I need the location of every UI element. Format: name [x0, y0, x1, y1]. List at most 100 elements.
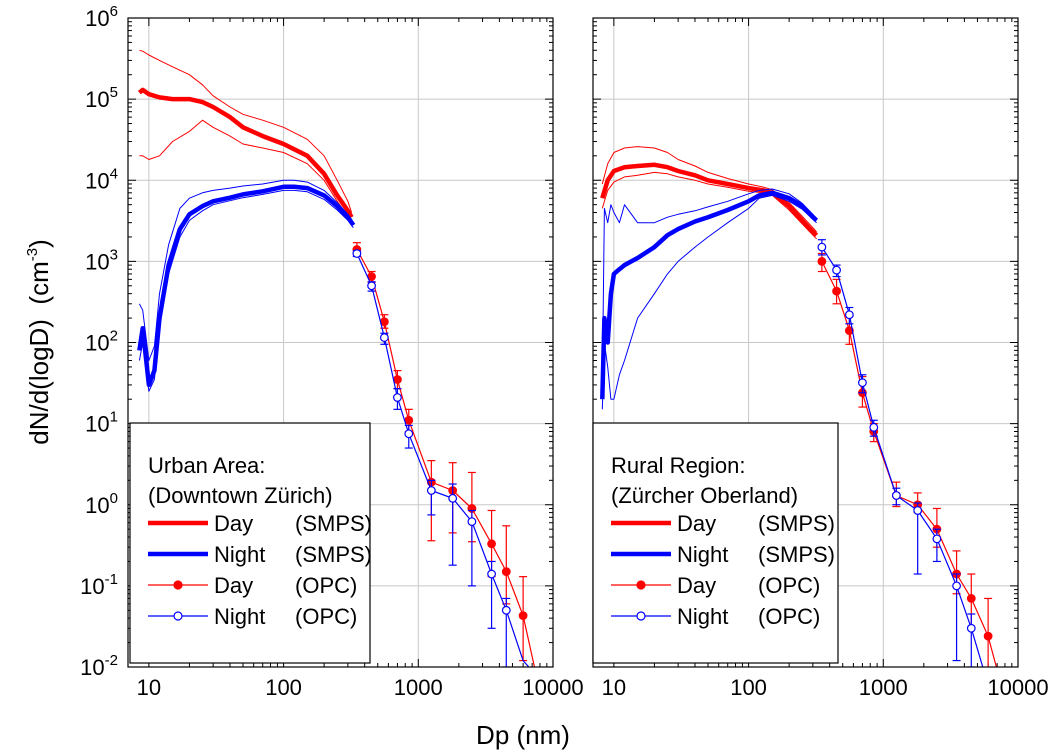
data-point-night-opc	[952, 581, 961, 591]
y-tick-exponent: 6	[110, 3, 118, 20]
y-tick-label: 101	[85, 409, 118, 437]
series-day-smps-lower-band	[601, 171, 817, 240]
y-axis-label-unit-exponent: -3	[24, 248, 41, 261]
y-tick-exponent: -1	[105, 571, 118, 588]
data-point-day-opc	[817, 256, 827, 266]
grid	[128, 18, 553, 667]
data-point-night-opc	[352, 249, 362, 258]
y-tick-exponent: 1	[110, 409, 118, 426]
legend-label: Day	[677, 573, 716, 598]
y-tick-exponent: -2	[105, 652, 118, 669]
y-tick-label: 105	[85, 84, 118, 112]
legend-label: Night	[677, 542, 728, 567]
data-point-day-opc	[844, 326, 854, 336]
data-point-night-opc	[501, 605, 511, 615]
data-point-night-opc	[913, 506, 923, 515]
data-point-night-opc	[426, 486, 436, 495]
y-axis-label: dN/d(logD) (cm-3)	[24, 239, 54, 445]
legend-instrument: (OPC)	[295, 573, 357, 598]
series-day-opc-line	[356, 249, 536, 667]
series-day-smps-upper-band	[601, 146, 817, 233]
legend-marker	[173, 580, 183, 590]
x-tick-label: 100	[730, 675, 767, 700]
legend-box	[592, 422, 839, 664]
data-point-night-opc	[404, 429, 414, 439]
legend-title-line: (Downtown Zürich)	[148, 483, 333, 508]
series-day-smps-upper-band	[139, 49, 353, 213]
legend-box	[129, 422, 371, 664]
y-tick-base: 10	[85, 493, 109, 518]
data-point-night-opc	[379, 333, 389, 342]
data-point-night-opc	[448, 493, 458, 503]
data-layer	[600, 146, 997, 667]
y-tick-label: 10-1	[80, 571, 118, 599]
legend-instrument: (OPC)	[758, 573, 820, 598]
legend-label: Day	[677, 511, 716, 536]
legend-marker	[636, 580, 646, 590]
y-tick-base: 10	[80, 655, 104, 680]
y-tick-base: 10	[85, 249, 109, 274]
legend-title-line: Rural Region:	[611, 453, 746, 478]
legend-instrument: (SMPS)	[758, 511, 835, 536]
data-point-night-opc	[487, 569, 496, 579]
legend-label: Night	[677, 604, 728, 629]
series-night-opc-line	[356, 253, 530, 667]
x-tick-label: 10	[602, 675, 626, 700]
y-tick-label: 100	[85, 490, 118, 518]
y-tick-label: 103	[85, 246, 118, 274]
legend-label: Night	[214, 604, 265, 629]
series-day-smps-line	[137, 87, 354, 219]
data-point-day-opc	[404, 415, 414, 425]
data-point-night-opc	[393, 393, 402, 402]
data-point-night-opc	[891, 491, 901, 500]
y-tick-base: 10	[85, 6, 109, 31]
y-tick-base: 10	[85, 412, 109, 437]
data-point-day-opc	[393, 375, 402, 384]
data-point-day-opc	[966, 594, 976, 603]
legend-marker	[636, 611, 646, 621]
data-point-night-opc	[467, 517, 477, 526]
x-tick-label: 10000	[522, 675, 583, 700]
data-point-day-opc	[983, 631, 993, 641]
y-axis-label-unit-close: )	[24, 239, 54, 248]
series-night-smps-upper-band	[138, 179, 354, 361]
series-night-smps-line	[600, 190, 819, 400]
y-axis-label-main: dN/d(logD)	[24, 319, 54, 445]
legend-instrument: (SMPS)	[295, 542, 372, 567]
y-tick-base: 10	[85, 168, 109, 193]
y-tick-exponent: 3	[110, 246, 118, 263]
x-tick-label: 1000	[394, 675, 443, 700]
y-tick-label: 10-2	[80, 652, 118, 680]
legend-title-line: (Zürcher Oberland)	[611, 483, 798, 508]
x-tick-label: 10	[137, 675, 161, 700]
panel-urban-area: 10 100 1000 1000010-210-1100101102103104105…	[80, 3, 583, 700]
x-tick-label: 1000	[859, 675, 908, 700]
series-day-smps-lower-band	[139, 119, 353, 223]
y-axis-label-unit-open: (cm	[24, 261, 54, 304]
y-axis-title: dN/d(logD) (cm-3)	[24, 239, 54, 445]
data-point-night-opc	[817, 242, 827, 252]
data-point-day-opc	[832, 286, 841, 296]
legend: Rural Region: (Zürcher Oberland) Day (SMPS)…	[592, 422, 839, 664]
data-point-day-opc	[501, 567, 511, 576]
y-tick-base: 10	[85, 331, 109, 356]
legend: Urban Area: (Downtown Zürich) Day (SMPS) Nig…	[129, 422, 372, 664]
data-point-night-opc	[367, 281, 376, 291]
x-tick-label: 100	[265, 675, 302, 700]
data-point-day-opc	[487, 539, 496, 549]
legend-marker	[173, 611, 183, 621]
legend-instrument: (OPC)	[295, 604, 357, 629]
panel-rural-region: 10 100 1000 10000 Rural Region: (Zürcher Ober…	[592, 17, 1049, 700]
series-night-smps-line	[137, 184, 356, 388]
y-tick-exponent: 2	[110, 328, 118, 345]
x-axis-label: Dp (nm)	[476, 720, 570, 750]
y-tick-base: 10	[85, 87, 109, 112]
data-point-night-opc	[932, 534, 942, 544]
legend-instrument: (OPC)	[758, 604, 820, 629]
data-point-day-opc	[518, 611, 528, 621]
data-point-night-opc	[966, 623, 976, 633]
data-layer	[137, 49, 536, 667]
y-tick-exponent: 0	[110, 490, 118, 507]
y-tick-label: 102	[85, 328, 118, 356]
